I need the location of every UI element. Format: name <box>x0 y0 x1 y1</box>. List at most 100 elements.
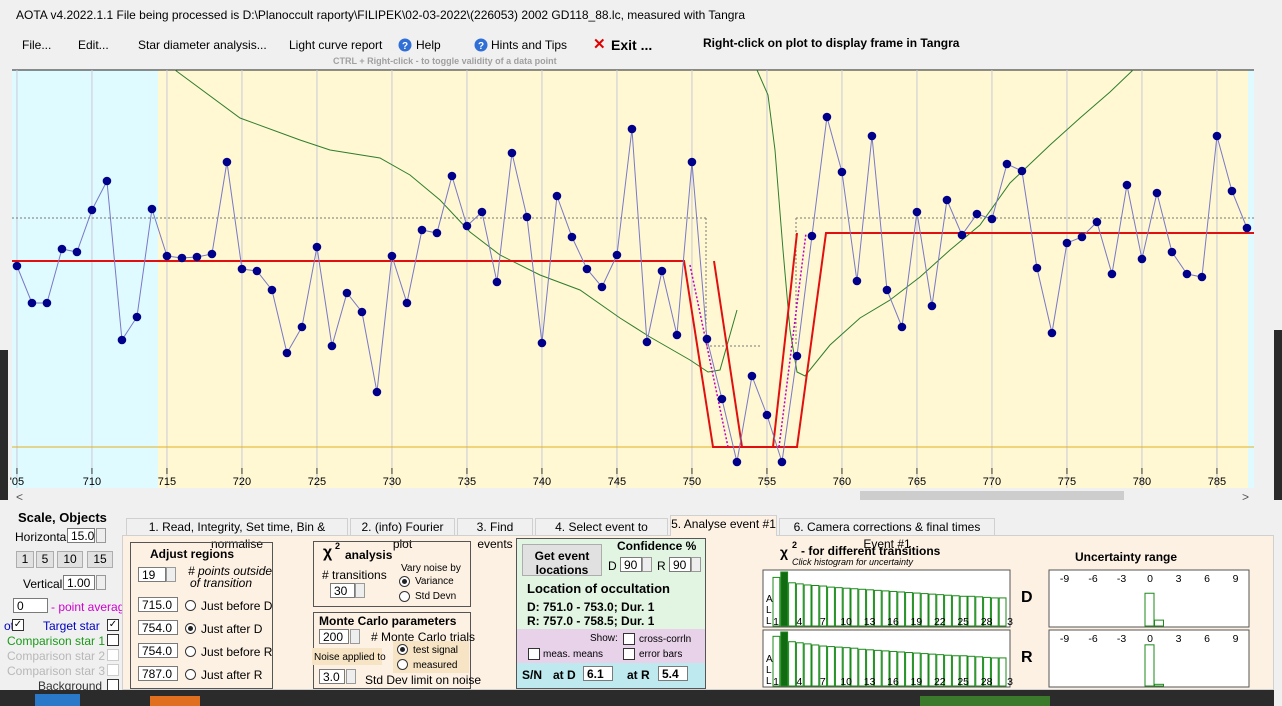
radio[interactable] <box>185 669 196 680</box>
tab-selected[interactable]: 5. Analyse event #1 <box>670 515 777 536</box>
label: test signal <box>413 645 459 656</box>
spinner[interactable] <box>166 567 176 582</box>
checkbox[interactable] <box>623 648 635 660</box>
radio[interactable] <box>399 576 410 587</box>
menu-item[interactable]: Edit... <box>78 38 109 52</box>
data-point <box>927 301 937 311</box>
data-point <box>327 341 337 351</box>
checkbox[interactable] <box>623 633 635 645</box>
region-input[interactable]: 715.0 <box>138 597 178 612</box>
data-point <box>837 167 847 177</box>
spinner[interactable] <box>350 629 360 644</box>
data-point <box>1197 272 1207 282</box>
label: meas. means <box>543 649 604 660</box>
data-point <box>1032 263 1042 273</box>
confidence-d[interactable]: 90 <box>620 557 642 572</box>
svg-text:?: ? <box>478 41 484 52</box>
label: Just after R <box>201 668 263 682</box>
object-label: Target star <box>43 619 100 633</box>
tab[interactable]: 4. Select event to analyse <box>535 518 668 551</box>
chi-symbol: χ <box>780 544 789 560</box>
label: Confidence % <box>617 539 697 553</box>
data-point <box>27 298 37 308</box>
label: Vary noise by <box>401 563 461 574</box>
checkbox[interactable] <box>107 634 119 646</box>
point-average-dropdown[interactable]: 0 <box>13 598 48 613</box>
confidence-r[interactable]: 90 <box>669 557 691 572</box>
button-text: Get event <box>534 549 590 563</box>
x-tick-label: 710 <box>83 476 101 488</box>
superscript: 2 <box>792 540 798 550</box>
x-tick-label: 785 <box>1208 476 1226 488</box>
data-point <box>387 251 397 261</box>
data-point <box>252 266 262 276</box>
checkbox[interactable] <box>107 649 119 661</box>
radio[interactable] <box>185 623 196 634</box>
limit-input[interactable]: 3.0 <box>319 669 345 684</box>
spinner[interactable] <box>96 528 106 543</box>
group-title: Monte Carlo parameters <box>319 614 457 628</box>
data-point <box>42 298 52 308</box>
x-tick-label: 720 <box>233 476 251 488</box>
spinner[interactable] <box>642 557 652 572</box>
plot-hint: Right-click on plot to display frame in … <box>703 36 960 50</box>
label: # points outside <box>188 564 273 578</box>
data-point <box>672 330 682 340</box>
svg-text:?: ? <box>402 41 408 52</box>
horizontal-input[interactable]: 15.0 <box>67 528 95 543</box>
data-point <box>192 252 202 262</box>
region-input[interactable]: 754.0 <box>138 620 178 635</box>
spinner[interactable] <box>96 575 106 590</box>
data-point <box>297 322 307 332</box>
menu-item[interactable]: Exit ... <box>611 37 653 53</box>
scale-button[interactable]: 15 <box>87 551 113 568</box>
data-point <box>867 131 877 141</box>
vertical-input[interactable]: 1.00 <box>63 575 95 590</box>
tab[interactable]: 2. (info) Fourier plot <box>350 518 455 551</box>
menu-item[interactable]: Help <box>416 38 441 52</box>
light-curve-plot[interactable]: '05 710 715 720 725 730 735 740 745 750 755 760 765 7… <box>0 0 1282 500</box>
checkbox[interactable] <box>107 664 119 676</box>
data-point <box>342 288 352 298</box>
group-title: - for different transitions <box>801 544 941 558</box>
data-point <box>462 221 472 231</box>
row-label: R <box>1021 649 1033 666</box>
checkbox[interactable] <box>528 648 540 660</box>
region-input[interactable]: 787.0 <box>138 666 178 681</box>
menu-item[interactable]: Hints and Tips <box>491 38 568 52</box>
spinner[interactable] <box>691 557 701 572</box>
checkbox[interactable]: ✓ <box>12 619 24 631</box>
data-point <box>237 264 247 274</box>
trials-input[interactable]: 200 <box>319 629 349 644</box>
menu-item[interactable]: Star diameter analysis... <box>138 38 267 52</box>
radio[interactable] <box>397 659 408 670</box>
transitions-input[interactable]: 30 <box>330 583 355 598</box>
checkbox[interactable] <box>107 679 119 691</box>
data-point <box>762 410 772 420</box>
data-point <box>1182 269 1192 279</box>
data-point <box>492 277 502 287</box>
data-point <box>1002 159 1012 169</box>
points-input[interactable]: 19 <box>138 567 166 582</box>
radio[interactable] <box>399 591 410 602</box>
tab[interactable]: 3. Find events <box>457 518 533 551</box>
tab[interactable]: 6. Camera corrections & final times Even… <box>779 518 995 551</box>
menu-item[interactable]: File... <box>22 38 52 52</box>
checkbox[interactable]: ✓ <box>107 619 119 631</box>
x-tick-label: 740 <box>533 476 551 488</box>
region-input[interactable]: 754.0 <box>138 643 178 658</box>
radio[interactable] <box>185 600 196 611</box>
radio[interactable] <box>185 646 196 657</box>
menu-item[interactable]: Light curve report <box>289 38 383 52</box>
data-point <box>372 387 382 397</box>
scale-button[interactable]: 5 <box>36 551 54 568</box>
scale-button[interactable]: 10 <box>57 551 83 568</box>
label: Just before D <box>201 599 273 613</box>
scale-button[interactable]: 1 <box>16 551 34 568</box>
spinner[interactable] <box>346 669 356 684</box>
spinner[interactable] <box>355 583 365 598</box>
data-point <box>447 171 457 181</box>
tab[interactable]: 1. Read, Integrity, Set time, Bin & norm… <box>126 518 348 551</box>
radio[interactable] <box>397 644 408 655</box>
get-events-button[interactable]: Get event locations <box>522 544 602 577</box>
